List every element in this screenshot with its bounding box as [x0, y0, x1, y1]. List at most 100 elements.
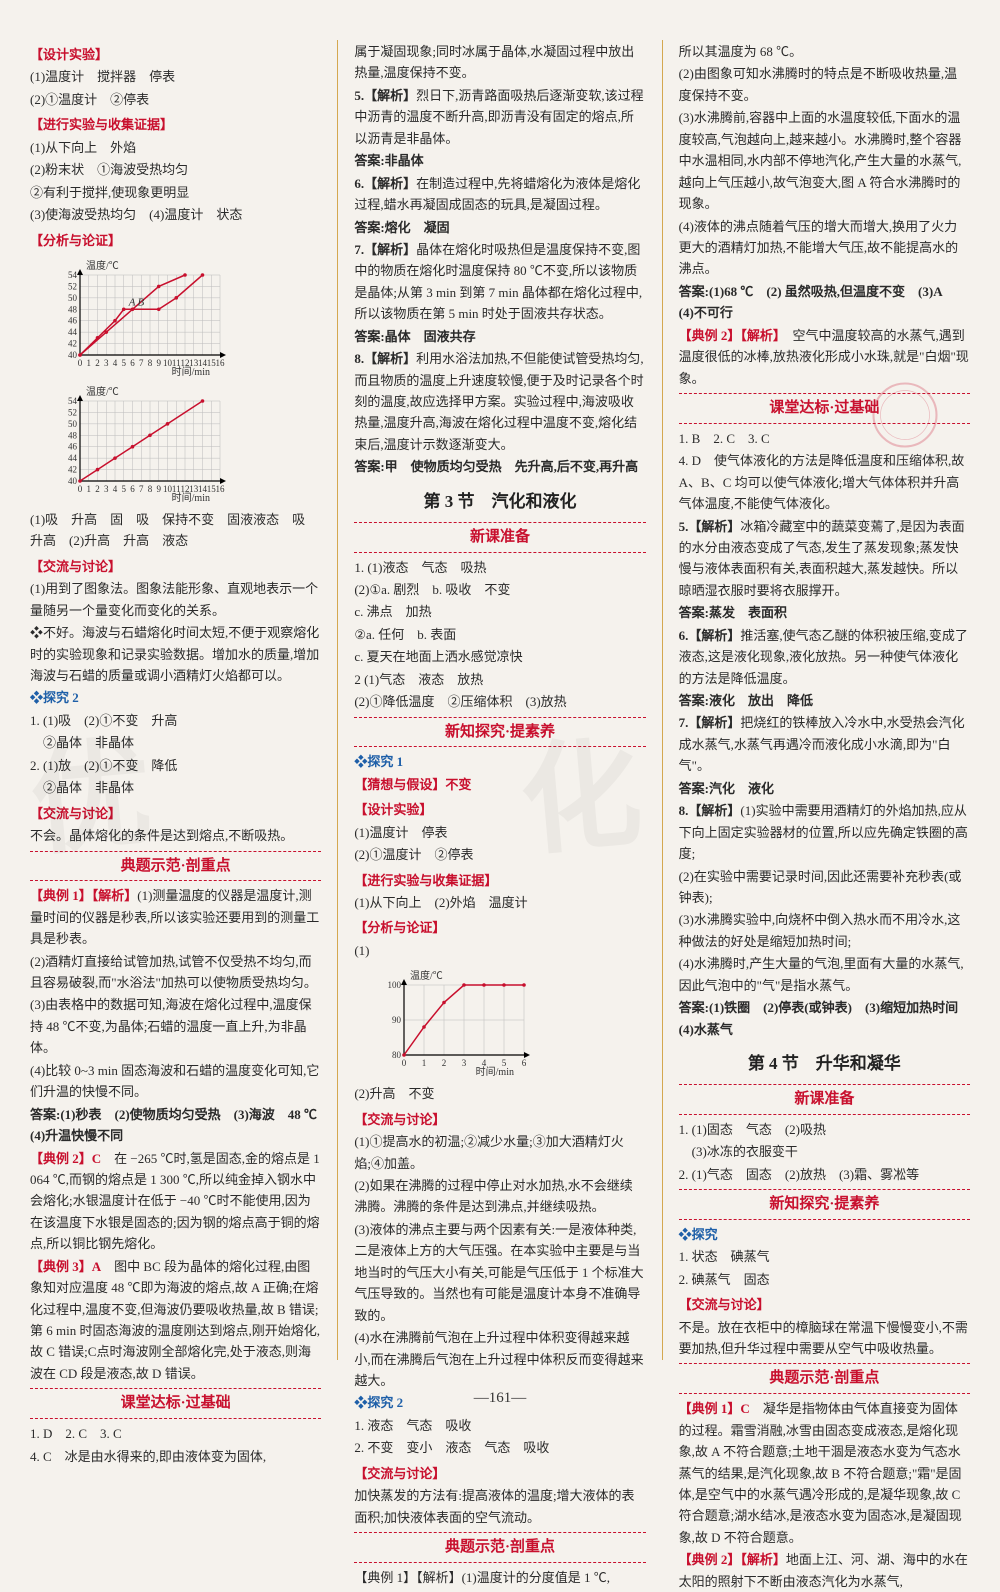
svg-text:0: 0	[402, 1058, 407, 1068]
text: (2)①温度计 ②停表	[30, 89, 321, 110]
svg-text:时间/min: 时间/min	[172, 365, 210, 377]
text: (4)比较 0~3 min 固态海波和石蜡的温度变化可知,它们升温的快慢不同。	[30, 1060, 321, 1103]
example-label: 【典例 2】【解析】	[679, 1552, 786, 1567]
heading: 【设计实验】	[354, 799, 645, 820]
section-sub: 新课准备	[354, 522, 645, 553]
text: (1)从下向上 (2)外焰 温度计	[354, 892, 645, 913]
text: ❖不好。海波与石蜡熔化时间太短,不便于观察熔化时的实验现象和记录实验数据。增加水…	[30, 622, 321, 686]
answer: 答案:甲 使物质均匀受热 先升高,后不变,再升高	[354, 456, 645, 477]
answer: 答案:晶体 固液共存	[354, 326, 645, 347]
section-examples: 典题示范·剖重点	[354, 1532, 645, 1563]
label: 5.【解析】	[354, 88, 416, 103]
svg-text:8: 8	[148, 358, 153, 368]
text: 4. D 使气体液化的方法是降低温度和压缩体积,故 A、B、C 均可以使气体液化…	[679, 450, 970, 514]
text: (3)水沸腾前,容器中上面的水温度较低,下面水的温度较高,气泡越向上,越来越小。…	[679, 107, 970, 214]
svg-text:44: 44	[68, 327, 78, 337]
svg-text:4: 4	[113, 484, 118, 494]
svg-text:3: 3	[104, 358, 109, 368]
text: (2)升高 不变	[354, 1083, 645, 1104]
svg-text:7: 7	[139, 484, 144, 494]
svg-text:50: 50	[68, 419, 78, 429]
text: c. 沸点 加热	[354, 601, 645, 622]
column-divider	[337, 40, 338, 1360]
svg-text:16: 16	[216, 484, 226, 494]
svg-text:1: 1	[87, 358, 92, 368]
column-divider	[662, 40, 663, 1360]
svg-text:5: 5	[122, 484, 127, 494]
text: 2. 碘蒸气 固态	[679, 1269, 970, 1290]
svg-text:A: A	[128, 296, 136, 308]
text: (2)酒精灯直接给试管加热,试管不仅受热不均匀,而且容易破裂,而"水浴法"加热可…	[30, 951, 321, 994]
svg-text:46: 46	[68, 316, 78, 326]
svg-text:时间/min: 时间/min	[172, 491, 210, 503]
section-title: 第 3 节 汽化和液化	[354, 488, 645, 516]
svg-text:6: 6	[130, 484, 135, 494]
example-label: 【典例 3】A	[30, 1259, 101, 1274]
label: 7.【解析】	[354, 242, 416, 257]
text: (4)水沸腾时,产生大量的气泡,里面有大量的水蒸气,因此气泡中的"气"是指水蒸气…	[679, 953, 970, 996]
answer: 答案:蒸发 表面积	[679, 602, 970, 623]
text: 属于凝固现象;同时冰属于晶体,水凝固过程中放出热量,温度保持不变。	[354, 41, 645, 84]
chart-1: 4042444648505254012345678910111213141516…	[50, 257, 321, 377]
text: 凝华是指物体由气体直接变为固体的过程。霜雪消融,冰雪由固态变成液态,是熔化现象,…	[679, 1401, 962, 1545]
svg-text:80: 80	[392, 1050, 402, 1060]
answer: 答案:非晶体	[354, 150, 645, 171]
text: 2. (1)气态 固态 (2)放热 (3)霜、雾凇等	[679, 1164, 970, 1185]
svg-text:B: B	[138, 296, 145, 308]
page-number: —161—	[0, 1390, 1000, 1407]
chart-3: 80901000123456温度/℃时间/min	[374, 967, 645, 1077]
text: (1)从下向上 外焰	[30, 137, 321, 158]
heading-discuss: 【交流与讨论】	[30, 556, 321, 577]
text: 图中 BC 段为晶体的熔化过程,由图象知对应温度 48 ℃即为海波的熔点,故 A…	[30, 1259, 320, 1381]
svg-text:4: 4	[113, 358, 118, 368]
text: (1)吸 升高 固 吸 保持不变 固液液态 吸 升高 (2)升高 升高 液态	[30, 509, 321, 552]
svg-text:9: 9	[157, 358, 162, 368]
text: (2)在实验中需要记录时间,因此还需要补充秒表(或钟表);	[679, 866, 970, 909]
text: (1)	[354, 940, 645, 961]
svg-text:100: 100	[388, 980, 402, 990]
text: (3)液体的沸点主要与两个因素有关:一是液体种类,二是液体上方的大气压强。在本实…	[354, 1219, 645, 1326]
svg-text:7: 7	[139, 358, 144, 368]
svg-text:40: 40	[68, 350, 78, 360]
label: 5.【解析】	[679, 519, 741, 534]
heading: 【猜想与假设】不变	[354, 777, 471, 792]
text: (1)①提高水的初温;②减少水量;③加大酒精灯火焰;④加盖。	[354, 1131, 645, 1174]
section-sub: 新知探究·提素养	[679, 1189, 970, 1220]
svg-text:42: 42	[68, 339, 77, 349]
column-3: 所以其温度为 68 ℃。 (2)由图象可知水沸腾时的特点是不断吸收热量,温度保持…	[679, 40, 970, 1360]
text: (1)用到了图象法。图象法能形象、直观地表示一个量随另一个量变化而变化的关系。	[30, 578, 321, 621]
example-label: 【典例 1】【解析】	[30, 888, 137, 903]
text: 1. D 2. C 3. C	[30, 1423, 321, 1444]
example-label: 【典例 2】【解析】	[679, 328, 780, 343]
heading-analysis: 【分析与论证】	[30, 230, 321, 251]
text: (1)温度计 停表	[354, 822, 645, 843]
text: ②a. 任何 b. 表面	[354, 624, 645, 645]
heading: 【交流与讨论】	[354, 1463, 645, 1484]
svg-text:2: 2	[95, 358, 100, 368]
text: ②有利于搅拌,使现象更明显	[30, 182, 321, 203]
section-title: 第 4 节 升华和凝华	[679, 1050, 970, 1078]
svg-text:6: 6	[130, 358, 135, 368]
label: 6.【解析】	[354, 176, 416, 191]
text: (3)使海波受热均匀 (4)温度计 状态	[30, 204, 321, 225]
svg-text:3: 3	[462, 1058, 467, 1068]
section-sub: 新课准备	[679, 1084, 970, 1115]
text: 1. 液态 气态 吸收	[354, 1415, 645, 1436]
svg-text:44: 44	[68, 453, 78, 463]
svg-text:温度/℃: 温度/℃	[410, 969, 443, 982]
text: (2)如果在沸腾的过程中停止对水加热,水不会继续沸腾。沸腾的条件是达到沸点,并继…	[354, 1175, 645, 1218]
heading: 【交流与讨论】	[679, 1294, 970, 1315]
heading: ❖探究 1	[354, 751, 645, 772]
svg-text:50: 50	[68, 293, 78, 303]
heading-exp2: ❖探究 2	[30, 687, 321, 708]
page-content: 【设计实验】 (1)温度计 搅拌器 停表 (2)①温度计 ②停表 【进行实验与收…	[0, 0, 1000, 1380]
text: (2)①a. 剧烈 b. 吸收 不变	[354, 579, 645, 600]
text: 1. (1)吸 (2)①不变 升高	[30, 710, 321, 731]
text: 1. 状态 碘蒸气	[679, 1246, 970, 1267]
text: (2)由图象可知水沸腾时的特点是不断吸收热量,温度保持不变。	[679, 63, 970, 106]
example-label: 【典例 2】C	[30, 1151, 101, 1166]
svg-text:0: 0	[78, 484, 83, 494]
svg-text:54: 54	[68, 396, 78, 406]
chart-2: 4042444648505254012345678910111213141516…	[50, 383, 321, 503]
heading: 【分析与论证】	[354, 917, 645, 938]
